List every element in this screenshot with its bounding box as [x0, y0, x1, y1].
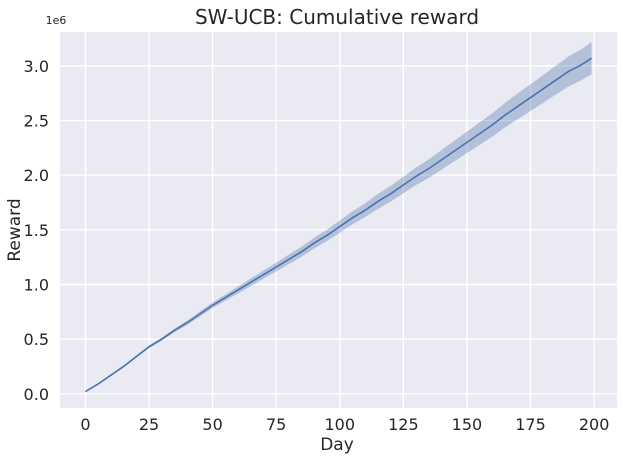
y-tick-labels: 0.0 0.5 1.0 1.5 2.0 2.5 3.0 — [24, 57, 49, 404]
x-tick-label: 100 — [324, 415, 355, 434]
y-tick-label: 0.0 — [24, 385, 49, 404]
y-tick-label: 0.5 — [24, 330, 49, 349]
x-axis-label: Day — [320, 435, 354, 455]
reward-line — [85, 57, 592, 393]
y-gridlines — [60, 65, 617, 395]
y-tick-label: 1.0 — [24, 275, 49, 294]
x-tick-label: 25 — [139, 415, 159, 434]
y-tick-label: 2.0 — [24, 166, 49, 185]
y-tick-label: 2.5 — [24, 112, 49, 131]
chart-title: SW-UCB: Cumulative reward — [195, 5, 479, 29]
x-tick-label: 75 — [266, 415, 286, 434]
x-tick-label: 0 — [80, 415, 90, 434]
x-tick-label: 150 — [452, 415, 483, 434]
x-gridlines — [84, 32, 595, 408]
x-tick-label: 50 — [202, 415, 222, 434]
x-tick-label: 175 — [515, 415, 546, 434]
y-scale-offset-label: 1e6 — [46, 14, 67, 27]
y-tick-label: 3.0 — [24, 57, 49, 76]
x-tick-label: 125 — [388, 415, 419, 434]
confidence-band — [85, 42, 592, 392]
x-tick-label: 200 — [579, 415, 610, 434]
x-tick-labels: 0 25 50 75 100 125 150 175 200 — [80, 415, 609, 434]
y-tick-label: 1.5 — [24, 221, 49, 240]
y-axis-label: Reward — [5, 198, 25, 261]
